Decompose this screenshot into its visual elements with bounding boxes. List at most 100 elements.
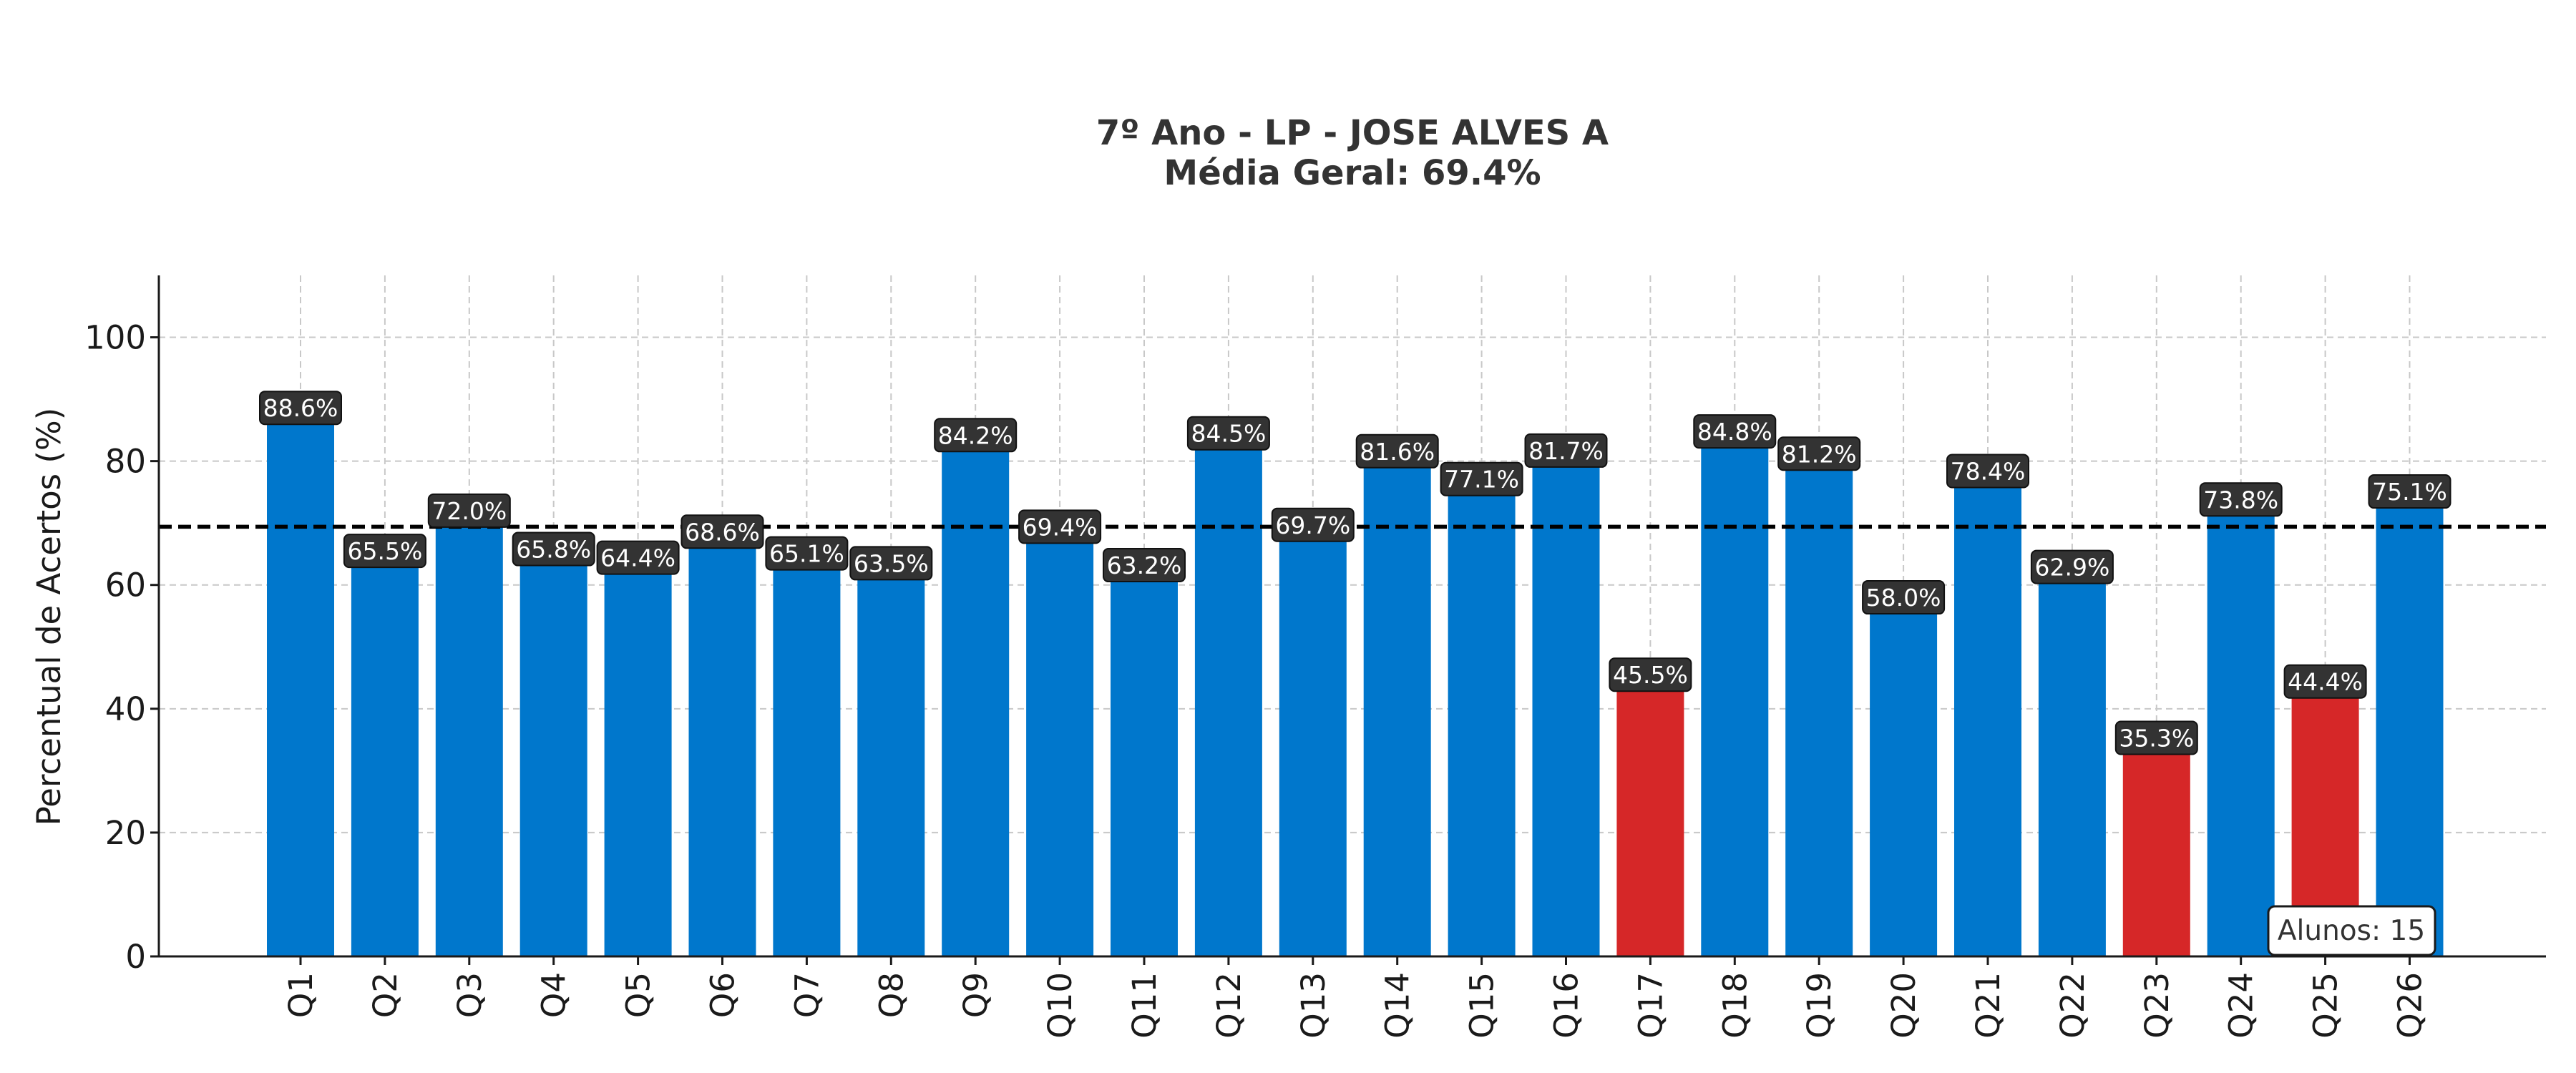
data-label-q19: 81.2% <box>1777 436 1861 471</box>
data-label-box <box>259 391 342 426</box>
y-axis-label: Percentual de Acertos (%) <box>30 408 68 826</box>
data-label-text: 72.0% <box>431 497 507 525</box>
data-label-box <box>1946 454 2029 489</box>
bar-q11 <box>1111 565 1178 956</box>
data-label-q17: 45.5% <box>1609 657 1692 692</box>
bar-q3 <box>435 510 503 956</box>
data-label-box <box>1355 433 1439 469</box>
x-tick-label-q7: Q7 <box>788 972 826 1018</box>
data-label-text: 84.2% <box>938 421 1013 449</box>
x-tick-label-q2: Q2 <box>366 972 404 1018</box>
data-label-q2: 65.5% <box>343 534 426 569</box>
data-label-box <box>849 546 933 581</box>
data-label-text: 84.5% <box>1191 420 1266 448</box>
data-label-q12: 84.5% <box>1186 416 1270 451</box>
data-label-box <box>2283 664 2367 699</box>
bar-q19 <box>1785 454 1853 956</box>
axes <box>150 275 2546 965</box>
data-label-text: 63.2% <box>1107 552 1182 579</box>
data-label-q9: 84.2% <box>934 418 1018 453</box>
bar-q1 <box>267 408 334 956</box>
y-tick-label-60: 60 <box>105 567 146 604</box>
x-tick-label-q11: Q11 <box>1126 972 1163 1039</box>
x-tick-label-q22: Q22 <box>2054 972 2092 1039</box>
bar-q18 <box>1701 431 1769 956</box>
bar-q9 <box>942 435 1010 956</box>
data-label-q26: 75.1% <box>2368 474 2451 509</box>
x-tick-label-q12: Q12 <box>1210 972 1248 1039</box>
data-label-q25: 44.4% <box>2283 664 2367 699</box>
data-label-text: 65.1% <box>769 540 844 568</box>
data-label-text: 65.5% <box>347 537 422 565</box>
data-labels: 88.6% 65.5% 72.0% 65.8% 64.4% 68.6% 65.1% 63.5%… <box>259 391 2451 755</box>
data-label-text: 45.5% <box>1613 661 1688 689</box>
chart-title: 7º Ano - LP - JOSE ALVES A <box>1096 113 1609 153</box>
x-tick-label-q15: Q15 <box>1463 972 1501 1039</box>
data-label-q6: 68.6% <box>680 514 764 549</box>
data-label-box <box>512 531 595 567</box>
data-label-box <box>1440 461 1523 496</box>
x-tick-label-q9: Q9 <box>957 972 995 1018</box>
y-tick-label-0: 0 <box>125 938 146 976</box>
data-label-q10: 69.4% <box>1018 509 1102 544</box>
bar-q22 <box>2038 567 2106 956</box>
data-label-text: 68.6% <box>685 518 760 546</box>
x-tick-label-q3: Q3 <box>451 972 489 1018</box>
bar-q14 <box>1363 451 1431 956</box>
data-label-text: 77.1% <box>1444 466 1519 494</box>
bar-q23 <box>2122 738 2190 956</box>
data-label-q11: 63.2% <box>1103 548 1186 583</box>
bars <box>267 408 2444 956</box>
data-label-box <box>2199 482 2283 517</box>
x-tick-label-q20: Q20 <box>1885 972 1923 1039</box>
data-label-q22: 62.9% <box>2030 549 2114 584</box>
bar-q12 <box>1194 433 1262 956</box>
data-label-text: 58.0% <box>1866 584 1941 612</box>
data-label-text: 65.8% <box>516 536 591 564</box>
data-label-text: 73.8% <box>2203 486 2278 514</box>
x-tick-label-q18: Q18 <box>1716 972 1754 1039</box>
data-label-box <box>2030 549 2114 584</box>
x-tick-label-q10: Q10 <box>1041 972 1079 1039</box>
data-label-q15: 77.1% <box>1440 461 1523 496</box>
data-label-q23: 35.3% <box>2114 720 2198 755</box>
bar-q20 <box>1870 597 1938 956</box>
students-note: Alunos: 15 <box>2267 905 2436 956</box>
data-label-box <box>1609 657 1692 692</box>
data-label-box <box>1524 433 1608 468</box>
data-label-q13: 69.7% <box>1271 507 1355 542</box>
bar-q10 <box>1026 526 1094 956</box>
data-label-box <box>680 514 764 549</box>
bar-q24 <box>2207 499 2275 956</box>
chart-subtitle: Média Geral: 69.4% <box>1163 153 1541 193</box>
x-tick-label-q13: Q13 <box>1294 972 1332 1039</box>
y-tick-label-80: 80 <box>105 443 146 481</box>
data-label-q16: 81.7% <box>1524 433 1608 468</box>
x-tick-label-q16: Q16 <box>1548 972 1586 1039</box>
data-label-box <box>1271 507 1355 542</box>
bar-q4 <box>519 549 587 956</box>
x-tick-label-q4: Q4 <box>535 972 573 1018</box>
tick-labels: 0 20 40 60 80 100 Q1 Q2 Q3 Q4 Q5 Q6 Q7 Q8 Q9 Q10 Q11 Q12 Q… <box>84 319 2429 1039</box>
data-label-q5: 64.4% <box>596 540 680 575</box>
data-label-text: 44.4% <box>2288 668 2363 696</box>
x-tick-label-q14: Q14 <box>1379 972 1417 1039</box>
data-label-box <box>1862 580 1946 615</box>
y-tick-label-100: 100 <box>84 319 146 357</box>
bar-q16 <box>1532 450 1600 956</box>
data-label-box <box>934 418 1018 453</box>
data-label-q14: 81.6% <box>1355 433 1439 469</box>
bar-q2 <box>351 551 419 956</box>
data-label-text: 81.7% <box>1528 437 1604 465</box>
bar-q21 <box>1954 471 2021 956</box>
data-label-box <box>1103 548 1186 583</box>
data-label-box <box>765 536 849 571</box>
data-label-box <box>427 493 511 528</box>
x-tick-label-q25: Q25 <box>2307 972 2345 1039</box>
bar-q17 <box>1616 675 1684 956</box>
bar-q6 <box>688 531 756 956</box>
y-tick-label-20: 20 <box>105 814 146 852</box>
data-label-text: 88.6% <box>263 394 338 422</box>
data-label-text: 35.3% <box>2119 724 2194 752</box>
data-label-box <box>2114 720 2198 755</box>
